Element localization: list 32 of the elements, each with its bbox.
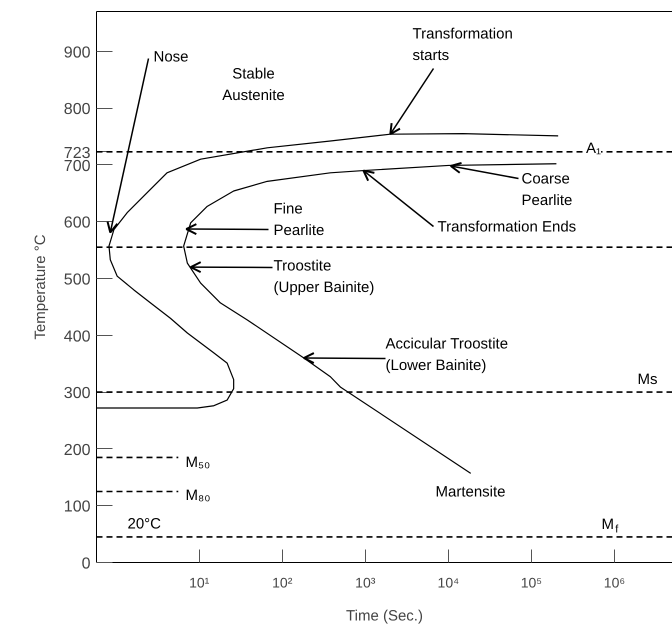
x-tick-label: 10³ xyxy=(355,574,376,590)
y-tick-label: 700 xyxy=(64,158,91,175)
annotation: 20°C xyxy=(128,516,162,532)
ref-line-label: A₁ xyxy=(586,140,602,157)
y-tick-label: 600 xyxy=(64,214,91,232)
annotation: Stable Austenite xyxy=(222,66,285,104)
x-tick-label: 10¹ xyxy=(189,574,210,590)
series-label: M₅₀ xyxy=(186,454,210,471)
annotation: Martensite xyxy=(435,484,506,500)
y-tick-label: 400 xyxy=(64,328,91,346)
x-tick-label: 10⁵ xyxy=(520,574,542,590)
x-tick-label: 10⁶ xyxy=(604,574,626,590)
annotation: Transformation starts xyxy=(412,26,513,64)
x-tick-label: 10² xyxy=(272,574,293,590)
annotation: Nose xyxy=(154,48,189,66)
annotation: Accicular Troostite (Lower Bainite) xyxy=(386,336,508,374)
y-tick-label: 100 xyxy=(64,498,91,516)
y-tick-label: 500 xyxy=(64,271,91,288)
annotation: Troostite (Upper Bainite) xyxy=(274,258,374,296)
x-axis-title: Time (Sec.) xyxy=(346,608,423,624)
annotation: Fine Pearlite xyxy=(274,200,324,239)
y-axis-title: Temperature °C xyxy=(32,234,49,340)
y-tick-label: 200 xyxy=(64,442,91,459)
annotation: Transformation Ends xyxy=(438,218,576,236)
y-tick-label: 0 xyxy=(82,556,91,572)
x-tick-label: 10⁴ xyxy=(438,574,460,590)
annotation: Coarse Pearlite xyxy=(522,170,572,209)
ref-line-label: Ms xyxy=(638,371,658,388)
y-tick-label: 300 xyxy=(64,385,91,402)
series-label: M₈₀ xyxy=(186,487,210,504)
y-tick-label: 800 xyxy=(64,101,91,118)
y-tick-label: 900 xyxy=(64,44,91,62)
